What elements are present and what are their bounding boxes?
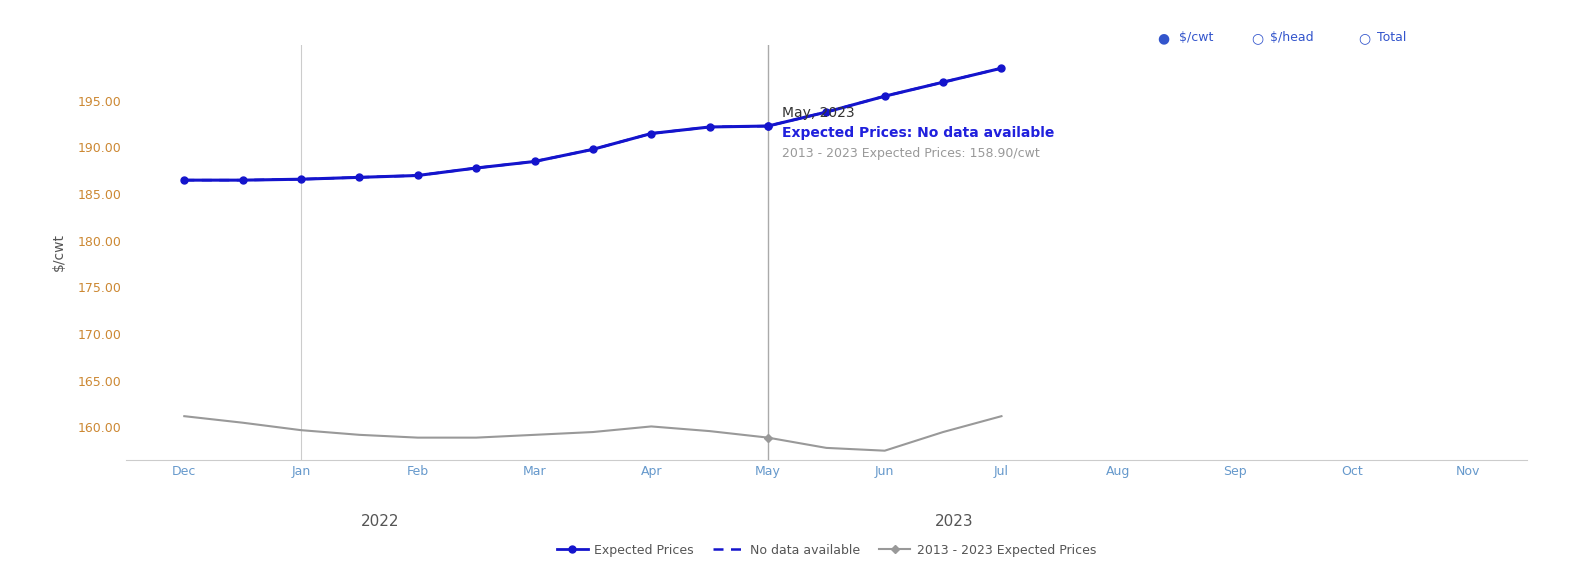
Text: $/cwt: $/cwt [1179, 31, 1214, 44]
Text: Expected Prices: No data available: Expected Prices: No data available [782, 126, 1055, 140]
Text: $/head: $/head [1270, 31, 1314, 44]
Text: 2013 - 2023 Expected Prices: 158.90/cwt: 2013 - 2023 Expected Prices: 158.90/cwt [782, 146, 1040, 159]
Text: ○: ○ [1358, 31, 1371, 45]
Y-axis label: $/cwt: $/cwt [52, 233, 66, 272]
Legend: Expected Prices, No data available, 2013 - 2023 Expected Prices: Expected Prices, No data available, 2013… [552, 539, 1100, 561]
Text: 2022: 2022 [362, 514, 400, 529]
Text: May, 2023: May, 2023 [782, 105, 855, 119]
Text: 2023: 2023 [935, 514, 973, 529]
Text: ●: ● [1157, 31, 1169, 45]
Text: Total: Total [1377, 31, 1407, 44]
Text: ○: ○ [1251, 31, 1264, 45]
